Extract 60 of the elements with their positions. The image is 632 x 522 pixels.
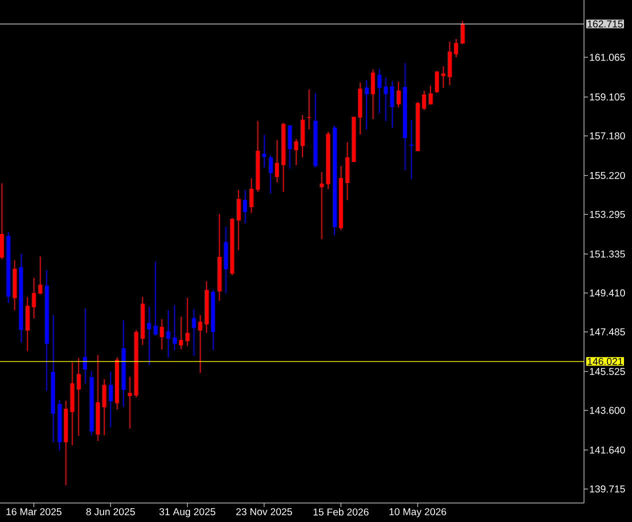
x-tick-label: 16 Mar 2025 [6,508,62,516]
y-tick-label: 155.220 [590,172,625,180]
candlestick [153,261,158,336]
y-tick-label: 149.410 [590,289,625,296]
candlestick [160,318,164,350]
candlestick [390,80,394,128]
x-tick-label: 10 May 2026 [390,508,446,518]
candlestick [82,308,87,384]
candlestick [396,81,400,108]
candlestick [198,314,202,374]
x-tick-label: 8 Jun 2025 [86,508,135,516]
x-tick-label: 23 Nov 2025 [236,508,292,516]
y-tick-label: 151.335 [590,250,625,258]
candlestick [370,68,375,120]
ref-line-label: 146.021 [588,358,623,365]
candlestick [288,124,292,169]
candlestick [320,172,324,240]
y-tick-label: 143.600 [590,406,625,414]
candlestick [409,120,414,180]
candlestick [166,310,170,358]
candlestick [377,68,382,114]
candlestick [102,378,106,436]
y-tick-label: 147.485 [590,328,625,336]
candlestick [249,178,254,214]
candlestick [236,190,241,251]
candlestick [306,88,311,130]
y-tick-label: 153.295 [590,210,625,218]
y-tick-label: 141.640 [590,446,625,454]
candlestick [242,190,247,224]
candlestick [262,134,266,168]
candlestick [384,77,388,122]
candlestick [76,357,81,436]
candlestick [454,38,458,58]
candlestick [0,182,4,260]
candlestick [460,20,464,45]
y-tick-label: 161.065 [590,54,625,61]
candlestick [128,376,132,429]
x-tick-label: 15 Feb 2026 [314,508,369,516]
y-tick-label: 139.715 [590,485,625,492]
ref-line-label: 162.715 [588,20,623,28]
candlestick [434,70,439,94]
candlestick [146,306,151,366]
candlestick [108,371,113,428]
candlestick [178,316,183,350]
candlestick [172,304,177,351]
candlestick [38,256,42,295]
candlestick [364,80,368,130]
candlestick [274,140,279,183]
candlestick [32,277,36,319]
y-tick-label: 145.525 [590,368,625,376]
candlestick [294,138,298,166]
candlestick [422,90,426,110]
x-tick-label: 31 Aug 2025 [159,508,216,518]
y-tick-label: 159.105 [590,93,625,100]
y-tick-label: 157.180 [590,132,625,140]
candlestick [185,297,190,346]
candlestick [441,66,446,88]
candlestick [428,85,432,105]
candlestick [192,308,196,356]
candlestick [268,154,273,194]
